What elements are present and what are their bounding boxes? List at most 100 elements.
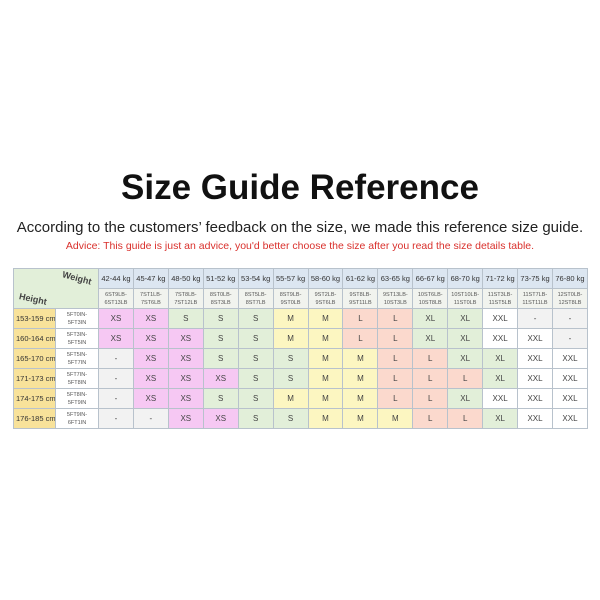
size-cell: M: [307, 348, 344, 369]
size-cell: XS: [98, 308, 134, 329]
size-cell: XS: [167, 368, 204, 389]
size-cell: S: [237, 308, 274, 329]
size-cell: XL: [412, 328, 449, 349]
weight-st-header: 11ST3LB- 11ST5LB: [482, 288, 519, 309]
size-cell: XXL: [482, 308, 519, 329]
weight-kg-header: 51-52 kg: [202, 268, 239, 289]
size-cell: XS: [167, 328, 204, 349]
cell-line: 5FT9IN-: [66, 411, 88, 418]
cell-line: 12ST8LB: [558, 299, 582, 306]
size-cell: XXL: [551, 388, 589, 409]
size-cell: XS: [202, 408, 239, 429]
size-cell: M: [342, 388, 379, 409]
size-cell: XL: [482, 408, 519, 429]
size-cell: XXL: [551, 348, 589, 369]
cell-line: 5FT5IN-: [66, 351, 88, 358]
size-cell: XXL: [551, 408, 589, 429]
size-cell: S: [272, 368, 309, 389]
weight-st-header: 7ST8LB- 7ST12LB: [167, 288, 204, 309]
cell-line: 7ST12LB: [174, 299, 198, 306]
weight-kg-header: 66-67 kg: [412, 268, 449, 289]
size-cell: S: [202, 388, 239, 409]
weight-st-header: 8ST5LB- 8ST7LB: [237, 288, 274, 309]
cell-line: 11ST0LB: [453, 299, 477, 306]
size-cell: L: [412, 408, 449, 429]
size-cell: M: [307, 308, 344, 329]
weight-kg-header: 58-60 kg: [307, 268, 344, 289]
height-cm-cell: 165-170 cm: [13, 348, 56, 369]
weight-st-header: 8ST9LB- 9ST0LB: [272, 288, 309, 309]
size-cell: L: [377, 388, 414, 409]
size-cell: XL: [447, 308, 484, 329]
cell-line: 8ST7LB: [245, 299, 266, 306]
cell-line: 8ST5LB-: [244, 291, 267, 298]
cell-line: 11ST3LB-: [487, 291, 513, 298]
cell-line: 6ST9LB-: [105, 291, 127, 298]
size-cell: XL: [482, 348, 519, 369]
weight-kg-header: 68-70 kg: [447, 268, 484, 289]
size-cell: -: [517, 308, 553, 329]
weight-st-header: 10ST10LB- 11ST0LB: [447, 288, 484, 309]
size-cell: L: [412, 368, 449, 389]
size-cell: XXL: [517, 368, 553, 389]
height-ft-cell: 5FT7IN- 5FT8IN: [55, 368, 99, 389]
weight-st-header: 9ST2LB- 9ST6LB: [307, 288, 344, 309]
size-cell: S: [202, 308, 239, 329]
size-cell: S: [237, 368, 274, 389]
cell-line: 11ST11LB: [522, 299, 548, 306]
size-cell: M: [307, 408, 344, 429]
size-cell: XS: [98, 328, 134, 349]
cell-line: 5FT3IN: [67, 319, 87, 326]
size-cell: M: [342, 348, 379, 369]
size-cell: XXL: [551, 368, 589, 389]
height-ft-cell: 5FT9IN- 6FT1IN: [55, 408, 99, 429]
weight-kg-header: 73-75 kg: [517, 268, 553, 289]
size-cell: L: [447, 368, 484, 389]
weight-st-header: 10ST6LB- 10ST8LB: [412, 288, 449, 309]
cell-line: 9ST11LB: [349, 299, 372, 306]
size-cell: L: [377, 308, 414, 329]
size-cell: XXL: [517, 408, 553, 429]
cell-line: 5FT7IN: [67, 359, 87, 366]
size-cell: -: [98, 348, 134, 369]
size-cell: -: [132, 408, 169, 429]
size-cell: S: [237, 328, 274, 349]
cell-line: 5FT9IN: [67, 399, 87, 406]
size-cell: L: [342, 308, 379, 329]
size-cell: XXL: [482, 328, 519, 349]
size-cell: S: [272, 348, 309, 369]
size-cell: M: [272, 308, 309, 329]
cell-line: 7ST6LB: [140, 299, 161, 306]
height-cm-cell: 176-185 cm: [13, 408, 56, 429]
size-cell: -: [98, 368, 134, 389]
cell-line: 5FT0IN-: [66, 311, 88, 318]
size-cell: M: [272, 328, 309, 349]
height-cm-cell: 174-175 cm: [13, 388, 56, 409]
table-row: 174-175 cm 5FT8IN- 5FT9IN - XS XS S S M M M L L XL XXL…: [13, 388, 589, 409]
size-cell: -: [98, 408, 134, 429]
subtitle: According to the customers’ feedback on …: [16, 219, 584, 236]
weight-st-header: 8ST0LB- 8ST3LB: [202, 288, 239, 309]
cell-line: 10ST3LB: [383, 299, 407, 306]
weight-st-header: 9ST13LB- 10ST3LB: [377, 288, 414, 309]
cell-line: 8ST0LB-: [209, 291, 232, 298]
weight-kg-header: 48-50 kg: [167, 268, 204, 289]
size-cell: M: [307, 328, 344, 349]
table-row: 153-159 cm 5FT0IN- 5FT3IN XS XS S S S M M L L XL XL XX…: [13, 308, 589, 329]
size-cell: L: [412, 348, 449, 369]
cell-line: 10ST10LB-: [451, 291, 480, 298]
size-cell: XS: [132, 348, 169, 369]
height-ft-cell: 5FT8IN- 5FT9IN: [55, 388, 99, 409]
weight-st-header: 11ST7LB- 11ST11LB: [517, 288, 553, 309]
size-cell: XS: [132, 388, 169, 409]
cell-line: 5FT8IN-: [66, 391, 88, 398]
height-cm-cell: 160-164 cm: [13, 328, 56, 349]
size-cell: S: [202, 348, 239, 369]
height-label: Height: [18, 291, 48, 307]
size-cell: S: [272, 408, 309, 429]
size-cell: -: [98, 388, 134, 409]
height-cm-cell: 153-159 cm: [13, 308, 56, 329]
weight-label: Weight: [61, 269, 93, 287]
cell-line: 9ST2LB-: [314, 291, 337, 298]
size-cell: XL: [412, 308, 449, 329]
